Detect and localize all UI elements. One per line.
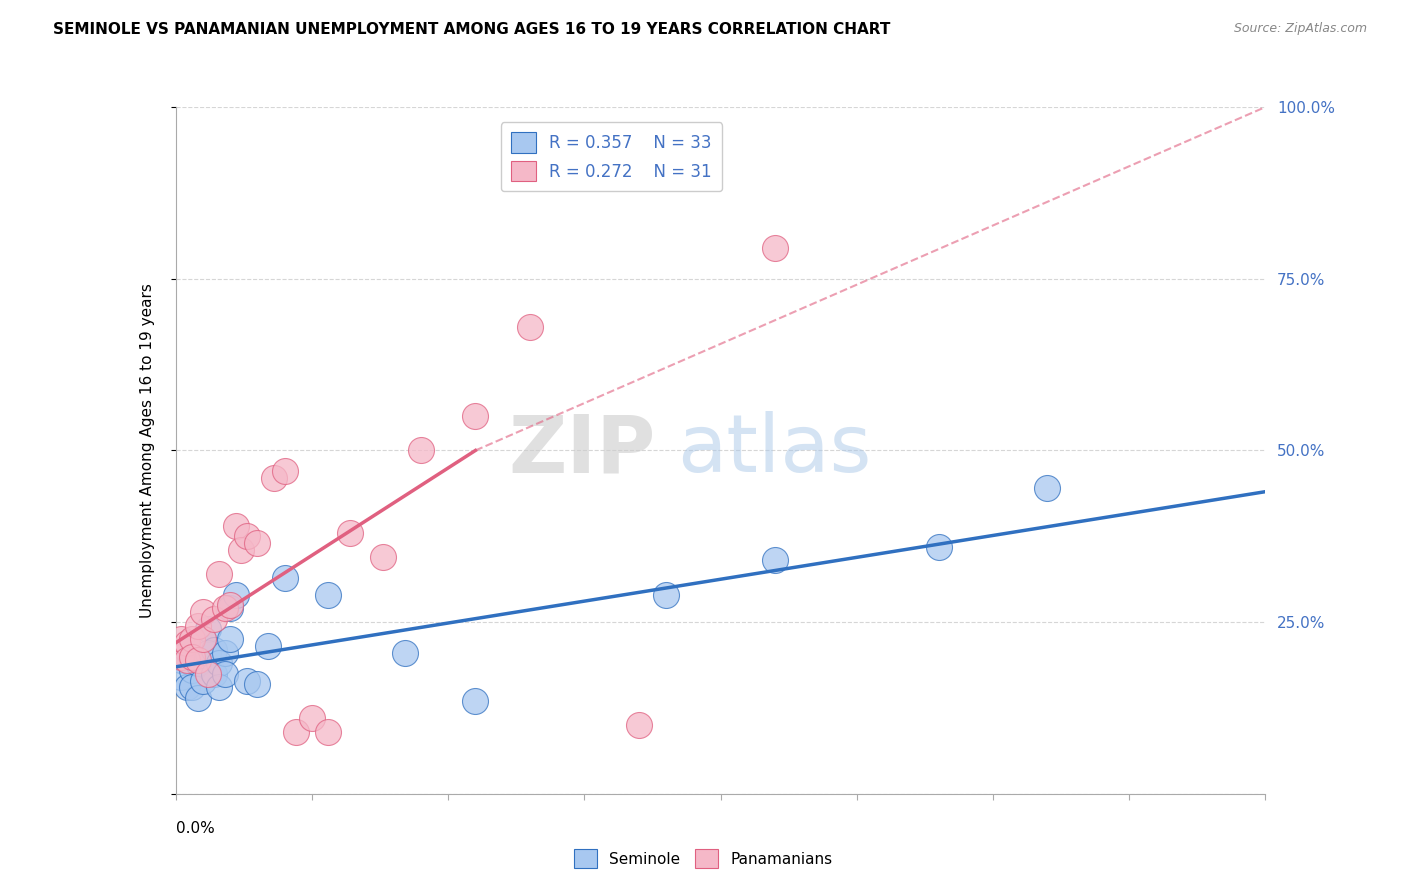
Point (371, 549, 394, 564)
Point (197, 622, 219, 636)
Point (197, 646, 219, 660)
Point (176, 681, 198, 695)
Point (186, 653, 209, 667)
Point (318, 588, 340, 602)
Point (928, 540, 950, 554)
Point (202, 666, 225, 681)
Point (627, 718, 650, 732)
Point (176, 653, 198, 667)
Point (235, 529, 257, 543)
Point (214, 646, 236, 660)
Text: Source: ZipAtlas.com: Source: ZipAtlas.com (1233, 22, 1367, 36)
Point (181, 657, 204, 671)
Point (219, 598, 242, 612)
Point (176, 642, 198, 657)
Point (186, 657, 209, 671)
Point (208, 567, 231, 582)
Y-axis label: Unemployment Among Ages 16 to 19 years: Unemployment Among Ages 16 to 19 years (141, 283, 155, 618)
Point (219, 632, 242, 647)
Point (409, 443, 432, 458)
Point (191, 632, 214, 647)
Point (181, 649, 204, 664)
Point (197, 666, 219, 681)
Point (263, 471, 285, 485)
Point (763, 553, 786, 567)
Point (246, 677, 269, 691)
Point (235, 673, 257, 688)
Point (214, 666, 236, 681)
Point (208, 657, 231, 671)
Point (181, 681, 204, 695)
Point (655, 588, 678, 602)
Point (225, 519, 247, 533)
Point (464, 409, 486, 423)
Point (339, 525, 361, 540)
Point (519, 319, 541, 334)
Point (208, 681, 231, 695)
Point (170, 653, 193, 667)
Point (225, 588, 247, 602)
Point (202, 612, 225, 626)
Text: 0.0%: 0.0% (176, 822, 215, 837)
Point (318, 725, 340, 739)
Point (186, 690, 209, 705)
Point (191, 632, 214, 647)
Point (214, 601, 236, 615)
Point (394, 646, 416, 660)
Point (170, 649, 193, 664)
Point (763, 241, 786, 255)
Text: atlas: atlas (678, 411, 872, 490)
Point (181, 663, 204, 677)
Point (284, 725, 307, 739)
Point (186, 618, 209, 632)
Point (274, 464, 297, 478)
Point (1036, 481, 1059, 495)
Point (170, 632, 193, 647)
Text: ZIP: ZIP (508, 411, 655, 490)
Point (170, 670, 193, 684)
Point (191, 673, 214, 688)
Point (231, 543, 253, 558)
Point (202, 642, 225, 657)
Point (191, 605, 214, 619)
Point (257, 639, 280, 653)
Point (301, 711, 323, 725)
Point (274, 570, 297, 584)
Point (176, 636, 198, 650)
Legend: R = 0.357    N = 33, R = 0.272    N = 31: R = 0.357 N = 33, R = 0.272 N = 31 (501, 122, 723, 191)
Text: SEMINOLE VS PANAMANIAN UNEMPLOYMENT AMONG AGES 16 TO 19 YEARS CORRELATION CHART: SEMINOLE VS PANAMANIAN UNEMPLOYMENT AMON… (53, 22, 891, 37)
Legend: Seminole, Panamanians: Seminole, Panamanians (567, 841, 839, 875)
Point (181, 632, 204, 647)
Point (464, 694, 486, 708)
Point (219, 601, 242, 615)
Point (246, 536, 269, 550)
